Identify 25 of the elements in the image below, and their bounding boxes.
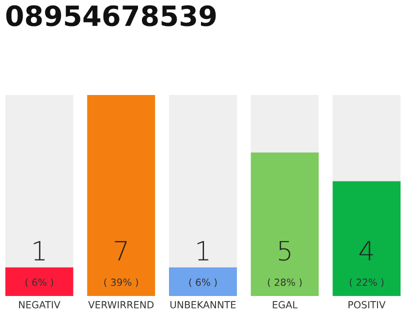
- data-label: 1: [197, 241, 208, 260]
- bar: [332, 181, 401, 296]
- data-label: 1: [34, 241, 45, 260]
- annotation: ( 39% ): [104, 278, 138, 288]
- chart-title: 08954678539: [6, 5, 216, 26]
- data-label: 4: [360, 241, 373, 260]
- data-label: 7: [114, 241, 127, 260]
- annotation: ( 6% ): [26, 278, 54, 288]
- x-tick-label: EGAL: [272, 301, 298, 308]
- annotation: ( 28% ): [268, 278, 302, 288]
- bar: [168, 95, 237, 268]
- bar: [250, 95, 319, 152]
- bar: [5, 95, 74, 268]
- x-tick-label: POSITIV: [348, 301, 386, 308]
- annotation: ( 22% ): [350, 278, 384, 288]
- data-label: 5: [278, 241, 290, 261]
- bar: [168, 267, 237, 296]
- bar: [5, 267, 74, 296]
- x-tick-label: NEGATIV: [19, 301, 60, 308]
- bar: [87, 95, 156, 296]
- bar: [250, 152, 319, 296]
- bar: [332, 95, 401, 182]
- x-tick-label: UNBEKANNTE: [170, 301, 236, 308]
- annotation: ( 6% ): [189, 278, 217, 288]
- x-tick-label: VERWIRREND: [88, 301, 154, 308]
